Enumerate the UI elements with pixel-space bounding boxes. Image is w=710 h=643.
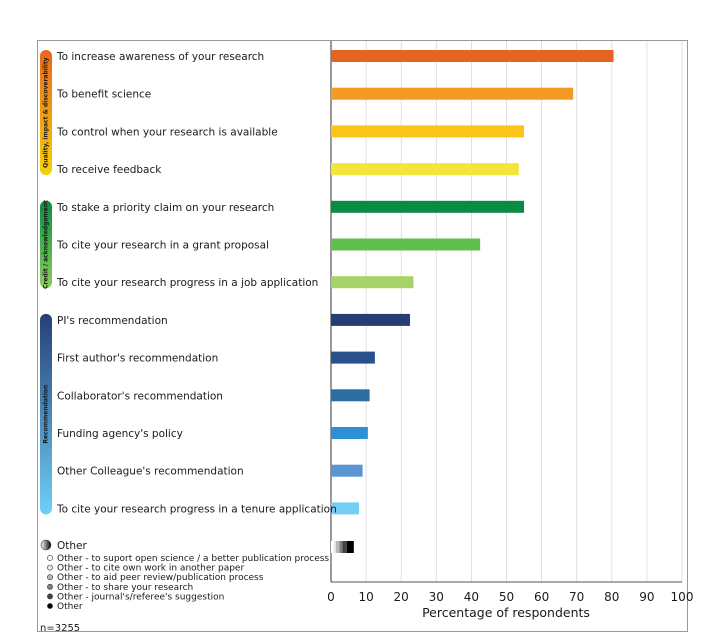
other-legend-label: Other - to suport open science / a bette… bbox=[57, 554, 329, 564]
other-legend-marker bbox=[47, 564, 53, 571]
other-bar-segment bbox=[333, 541, 336, 553]
x-tick-label: 30 bbox=[429, 590, 444, 604]
group-bar bbox=[40, 50, 52, 176]
category-label: To cite your research in a grant proposa… bbox=[56, 240, 269, 252]
bar bbox=[331, 389, 370, 402]
other-bar-segment bbox=[342, 541, 347, 553]
other-legend-label: Other - journal's/referee's suggestion bbox=[57, 592, 224, 602]
other-bar-segment bbox=[339, 541, 343, 553]
x-tick-label: 10 bbox=[358, 590, 373, 604]
category-label: To cite your research progress in a tenu… bbox=[56, 503, 337, 515]
category-label: To receive feedback bbox=[56, 164, 162, 176]
category-label: PI's recommendation bbox=[57, 315, 168, 327]
other-legend-label: Other - to share your research bbox=[57, 583, 193, 593]
bar bbox=[331, 50, 614, 62]
group-label: Recommendation bbox=[43, 385, 50, 444]
other-legend-label: Other - to cite own work in another pape… bbox=[57, 564, 244, 574]
x-tick-label: 60 bbox=[534, 590, 549, 604]
bar bbox=[331, 276, 414, 289]
group-indicators: Quality, impact & discoverability Credit … bbox=[40, 50, 52, 515]
bar bbox=[331, 502, 360, 515]
bar bbox=[331, 125, 525, 138]
group-bar bbox=[40, 313, 52, 515]
bar bbox=[331, 313, 410, 326]
category-label: Collaborator's recommendation bbox=[57, 390, 223, 402]
other-legend-marker bbox=[47, 593, 53, 600]
x-axis-title: Percentage of respondents bbox=[422, 605, 590, 620]
category-label: To benefit science bbox=[56, 89, 151, 101]
bar bbox=[331, 163, 519, 176]
x-tick-label: 100 bbox=[671, 590, 694, 604]
sample-size-note: n=3255 bbox=[40, 623, 80, 634]
chart-frame bbox=[37, 40, 688, 632]
other-bar-segment bbox=[346, 541, 354, 553]
group-label: Credit / acknowledgement bbox=[43, 200, 50, 289]
group-label: Quality, impact & discoverability bbox=[43, 57, 50, 168]
category-label: To cite your research progress in a job … bbox=[56, 277, 318, 289]
other-legend-label: Other bbox=[57, 602, 83, 612]
other-legend-marker bbox=[47, 583, 53, 590]
category-label: Other Colleague's recommendation bbox=[57, 466, 244, 478]
bar bbox=[331, 200, 525, 213]
category-labels: To increase awareness of your research To… bbox=[56, 51, 337, 552]
other-legend-marker bbox=[47, 574, 53, 581]
bar bbox=[331, 238, 481, 251]
bars bbox=[331, 50, 614, 553]
bar bbox=[331, 351, 375, 364]
x-tick-label: 90 bbox=[639, 590, 654, 604]
other-bar-segment bbox=[335, 541, 340, 553]
category-label: Funding agency's policy bbox=[57, 428, 183, 440]
other-group-marker bbox=[40, 539, 52, 551]
x-tick-label: 70 bbox=[569, 590, 584, 604]
x-tick-label: 0 bbox=[327, 590, 335, 604]
bar bbox=[331, 464, 363, 477]
x-tick-label: 20 bbox=[394, 590, 409, 604]
other-legend-marker bbox=[47, 603, 53, 609]
x-axis: 0 10 20 30 40 50 60 70 80 90 100 bbox=[327, 581, 694, 604]
category-label: First author's recommendation bbox=[57, 353, 218, 365]
bar bbox=[331, 427, 368, 439]
x-tick-label: 80 bbox=[604, 590, 619, 604]
other-legend-marker bbox=[47, 555, 53, 561]
other-bar-segment bbox=[331, 541, 334, 553]
category-label: To increase awareness of your research bbox=[56, 51, 264, 63]
x-tick-label: 40 bbox=[464, 590, 479, 604]
bar bbox=[331, 87, 574, 100]
other-legend-label: Other - to aid peer review/publication p… bbox=[57, 573, 264, 583]
category-label: To control when your research is availab… bbox=[56, 126, 278, 138]
group-bar bbox=[40, 200, 52, 289]
category-label: To stake a priority claim on your resear… bbox=[56, 202, 274, 214]
category-label: Other bbox=[57, 540, 87, 552]
other-breakdown-legend: Other - to suport open science / a bette… bbox=[40, 539, 329, 612]
gridlines bbox=[330, 41, 683, 582]
x-tick-label: 50 bbox=[499, 590, 514, 604]
